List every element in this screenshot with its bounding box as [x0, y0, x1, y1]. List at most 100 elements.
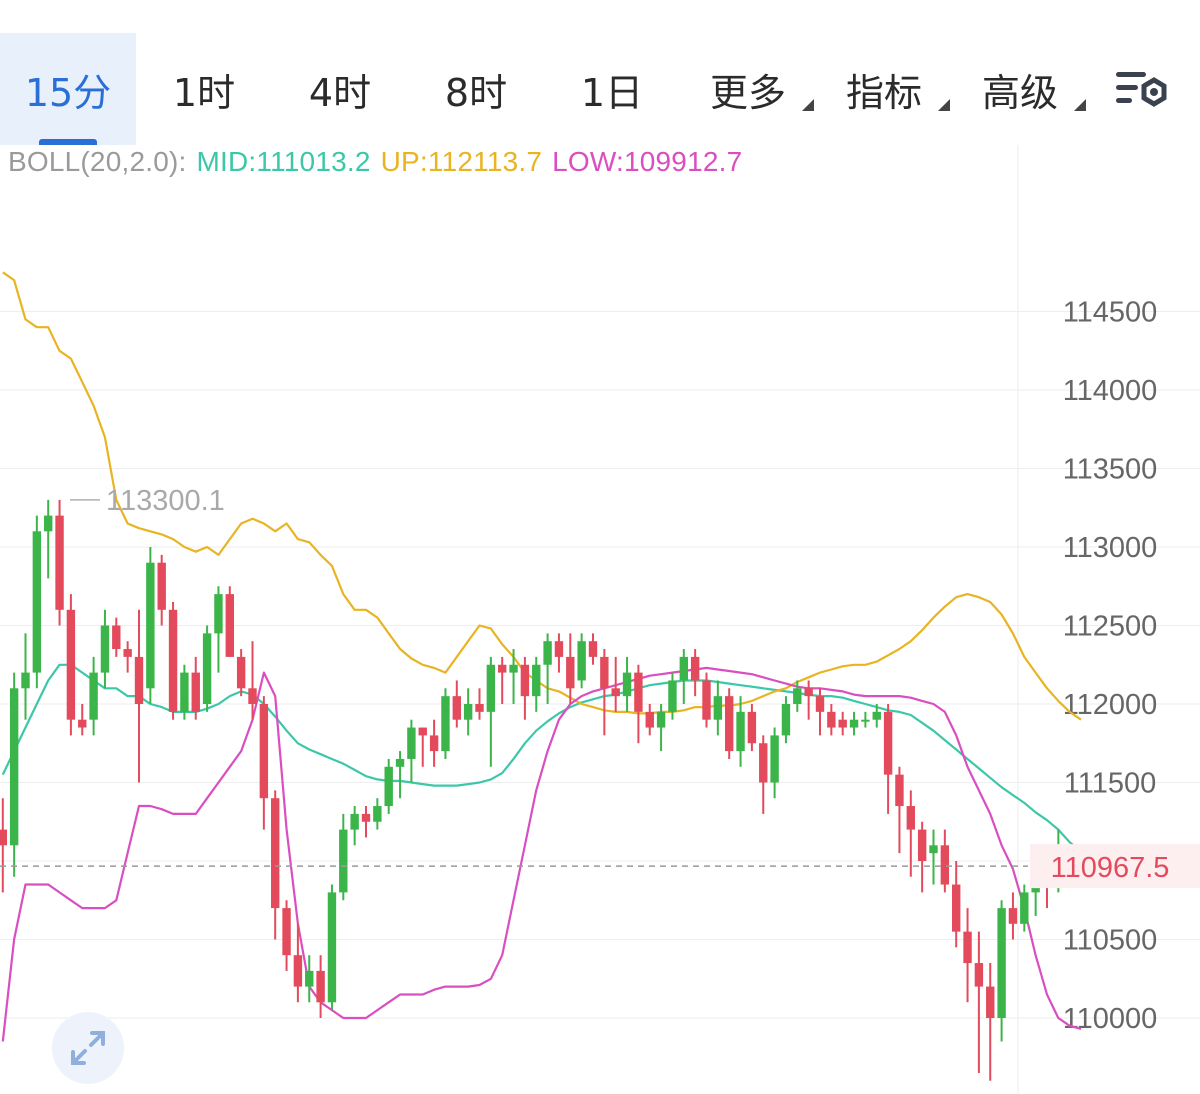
candle-body [384, 766, 393, 807]
candle-body [486, 664, 496, 712]
candle-body [248, 688, 257, 704]
y-tick-label: 112000 [1063, 689, 1158, 721]
y-tick-label: 111500 [1064, 768, 1156, 800]
candle-body [21, 672, 30, 689]
candle-body [827, 711, 836, 728]
timeframe-tabbar: 15分 1时 4时 8时 1日 更多 指标 高级 [0, 0, 1200, 145]
candle-body [656, 711, 666, 728]
candle-body [202, 633, 212, 704]
y-tick-label: 113500 [1063, 454, 1158, 486]
dropdown-corner-icon [938, 99, 950, 111]
candle-body [929, 845, 938, 854]
y-tick-label: 113000 [1063, 532, 1158, 564]
tab-0[interactable]: 15分 [0, 33, 136, 145]
boll-lower-line [1, 666, 1082, 1042]
candle-body [282, 908, 291, 956]
candle-body [9, 688, 19, 846]
dropdown-corner-icon [802, 99, 814, 111]
tab-label: 8时 [444, 70, 508, 115]
candle-body [611, 688, 620, 697]
candle-body [475, 704, 484, 712]
last-price-label: 110967.5 [1051, 852, 1170, 884]
candle-body [747, 711, 757, 744]
candle-body [407, 727, 416, 759]
tab-label: 15分 [24, 70, 112, 115]
candle-body [940, 845, 950, 885]
candle-body [690, 656, 700, 681]
candle-body [963, 931, 972, 964]
high-marker-label: 113300.1 [106, 485, 225, 517]
candle-body [305, 970, 314, 987]
tab-5[interactable]: 更多 [680, 33, 816, 145]
candle-body [600, 656, 609, 689]
candle-body [543, 641, 552, 665]
chart-settings-button[interactable] [1114, 66, 1172, 114]
tab-4[interactable]: 1日 [544, 33, 680, 145]
candle-body [815, 696, 825, 712]
candle-body [452, 696, 461, 720]
candle-body [89, 672, 98, 720]
boll-legend-name: BOLL(20,2.0): [8, 146, 187, 177]
boll-mid-line [1, 663, 1082, 853]
tab-label: 4时 [308, 70, 372, 115]
tab-1[interactable]: 1时 [136, 33, 272, 145]
candle-body [0, 829, 7, 846]
candle-body [214, 594, 223, 634]
candle-body [1020, 892, 1029, 924]
candle-body [804, 688, 813, 697]
boll-legend-mid: MID:111013.2 [196, 146, 371, 177]
boll-legend-low: LOW:109912.7 [552, 146, 743, 177]
candle-body [418, 727, 427, 736]
tab-3[interactable]: 8时 [408, 33, 544, 145]
candle-body [32, 531, 42, 673]
tab-label: 1时 [172, 70, 236, 115]
candle-body [849, 719, 859, 728]
candle-body [622, 672, 632, 697]
candle-body [168, 609, 178, 712]
boll-upper-line [2, 271, 1082, 721]
candle-body [112, 625, 121, 650]
boll-legend-up: UP:112113.7 [380, 146, 543, 177]
candle-body [725, 696, 734, 752]
candle-body [781, 704, 791, 736]
candle-body [736, 711, 745, 752]
candle-body [713, 696, 723, 720]
candle-body [872, 711, 881, 720]
candle-body [917, 829, 927, 861]
candle-body [498, 664, 507, 673]
candle-body [123, 649, 132, 657]
candlestick-chart[interactable]: 114500 114000 113500 113000 112500 112000 1115… [0, 145, 1200, 1094]
candle-body [327, 892, 337, 1003]
candle-body [554, 641, 564, 657]
tab-6[interactable]: 指标 [816, 33, 952, 145]
tab-2[interactable]: 4时 [272, 33, 408, 145]
candle-body [395, 758, 405, 767]
tab-7[interactable]: 高级 [952, 33, 1088, 145]
candle-body [316, 970, 325, 1003]
candle-body [883, 711, 893, 775]
expand-icon [71, 1031, 105, 1065]
expand-button[interactable] [52, 1012, 124, 1084]
candle-body [1008, 908, 1018, 924]
candle-body [429, 735, 439, 752]
candle-body [861, 719, 870, 722]
candle-body [986, 986, 995, 1018]
candle-body [180, 672, 189, 712]
candle-body [588, 641, 598, 657]
tab-label: 1日 [580, 70, 644, 115]
candle-body [838, 719, 847, 728]
candle-body [134, 656, 144, 704]
candle-body [702, 680, 711, 720]
dropdown-corner-icon [1074, 99, 1086, 111]
y-tick-label: 114500 [1063, 297, 1158, 329]
candle-body [463, 704, 473, 720]
candle-body [271, 798, 280, 909]
candle-body [441, 696, 450, 752]
tab-label: 高级 [981, 70, 1058, 115]
candle-body [997, 908, 1006, 1018]
tab-label: 更多 [709, 70, 786, 115]
candle-body [66, 609, 76, 720]
candle-body [259, 704, 269, 799]
candle-body [645, 711, 654, 728]
candle-body [793, 688, 802, 704]
